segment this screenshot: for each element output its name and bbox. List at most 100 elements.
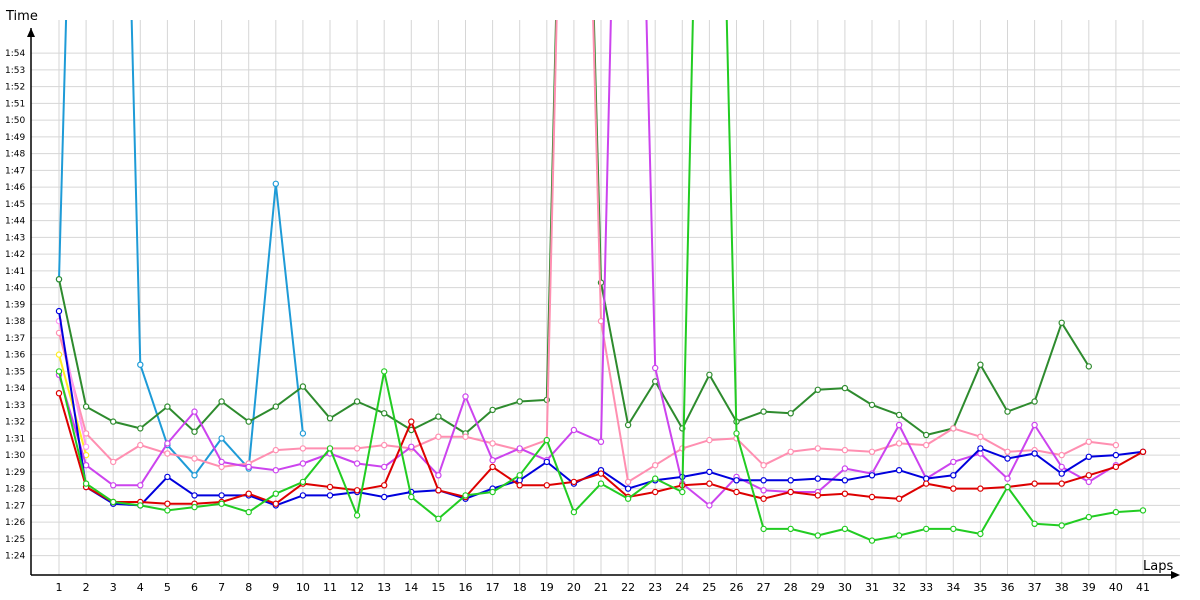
- x-tick-label: 28: [784, 581, 798, 594]
- series-lines: [55, 20, 1147, 544]
- y-tick-label: 1:24: [5, 552, 25, 562]
- data-point: [82, 403, 90, 410]
- data-point: [977, 361, 984, 368]
- x-tick-label: 37: [1028, 581, 1042, 594]
- data-point: [408, 443, 415, 450]
- data-point: [462, 492, 469, 499]
- data-point: [137, 425, 144, 432]
- data-point: [191, 428, 198, 435]
- data-point: [977, 485, 984, 492]
- data-point: [1139, 507, 1147, 514]
- data-point: [137, 502, 144, 509]
- data-point: [489, 463, 496, 471]
- y-tick-labels: 1:24 1:25 1:26 1:27 1:28 1:29 1:30 1:31 1:32 1:33…: [5, 49, 25, 562]
- data-point: [82, 443, 90, 450]
- data-point: [489, 457, 496, 464]
- data-point: [543, 482, 551, 489]
- data-point: [164, 473, 171, 481]
- data-point: [245, 418, 252, 425]
- y-tick-label: 1:27: [5, 501, 25, 511]
- data-point: [299, 492, 307, 499]
- data-point: [895, 440, 903, 447]
- data-point: [109, 458, 117, 466]
- y-tick-label: 1:28: [5, 485, 25, 495]
- y-tick-label: 1:41: [5, 267, 25, 277]
- data-point: [245, 508, 252, 516]
- data-point: [353, 460, 361, 467]
- data-point: [1004, 455, 1011, 462]
- data-point: [218, 458, 225, 466]
- x-tick-label: 7: [218, 581, 225, 594]
- data-point: [543, 436, 551, 444]
- data-point: [272, 403, 279, 410]
- data-point: [1058, 522, 1065, 529]
- data-point: [381, 493, 388, 501]
- data-point: [109, 418, 117, 425]
- x-tick-label: 20: [567, 581, 581, 594]
- data-point: [191, 492, 198, 499]
- data-point: [543, 458, 551, 466]
- data-point: [950, 485, 957, 492]
- data-point: [137, 441, 144, 449]
- y-tick-label: 1:52: [5, 83, 25, 93]
- data-point: [299, 383, 307, 390]
- series-line: [58, 20, 1117, 507]
- data-point: [950, 525, 957, 533]
- series-0: [55, 20, 307, 479]
- x-tick-label: 35: [973, 581, 987, 594]
- data-point: [923, 525, 930, 533]
- data-point: [706, 502, 713, 509]
- x-axis-label: Laps: [1143, 559, 1173, 574]
- data-point: [1085, 478, 1093, 486]
- data-point: [435, 433, 442, 440]
- data-point: [760, 462, 767, 469]
- y-tick-label: 1:44: [5, 217, 25, 227]
- data-point: [706, 436, 713, 444]
- data-point: [435, 472, 442, 479]
- data-point: [868, 493, 876, 501]
- y-tick-label: 1:29: [5, 468, 25, 478]
- data-point: [381, 368, 388, 375]
- data-point: [977, 445, 984, 452]
- data-point: [326, 445, 334, 452]
- data-point: [191, 503, 198, 511]
- x-tick-label: 13: [377, 581, 391, 594]
- data-point: [841, 465, 849, 472]
- data-point: [1085, 472, 1093, 479]
- x-tick-label: 11: [323, 581, 337, 594]
- data-point: [760, 495, 767, 502]
- data-point: [1058, 463, 1065, 471]
- x-tick-label: 27: [757, 581, 771, 594]
- y-tick-label: 1:37: [5, 334, 25, 344]
- data-point: [299, 478, 307, 486]
- y-tick-label: 1:25: [5, 535, 25, 545]
- data-point: [137, 482, 144, 489]
- data-point: [218, 492, 225, 499]
- x-tick-label: 17: [486, 581, 500, 594]
- data-point: [1058, 480, 1065, 487]
- data-point: [1085, 513, 1093, 521]
- data-point: [109, 498, 117, 506]
- y-tick-label: 1:50: [5, 116, 25, 126]
- data-point: [895, 467, 903, 474]
- data-point: [462, 433, 469, 440]
- data-point: [1031, 520, 1038, 528]
- data-point: [1139, 448, 1147, 455]
- x-tick-label: 33: [919, 581, 933, 594]
- x-tick-label: 30: [838, 581, 852, 594]
- x-tick-label: 4: [137, 581, 144, 594]
- data-point: [977, 433, 984, 440]
- data-point: [652, 462, 659, 469]
- data-point: [950, 458, 957, 466]
- data-point: [760, 408, 767, 415]
- series-6: [55, 307, 1147, 509]
- x-axis-arrow: [1171, 571, 1180, 579]
- series-7: [55, 390, 1147, 507]
- data-point: [868, 401, 876, 409]
- data-point: [109, 482, 117, 489]
- x-tick-label: 6: [191, 581, 198, 594]
- x-tick-label: 24: [675, 581, 689, 594]
- x-tick-label: 29: [811, 581, 825, 594]
- x-tick-label: 34: [946, 581, 960, 594]
- data-point: [1112, 463, 1120, 471]
